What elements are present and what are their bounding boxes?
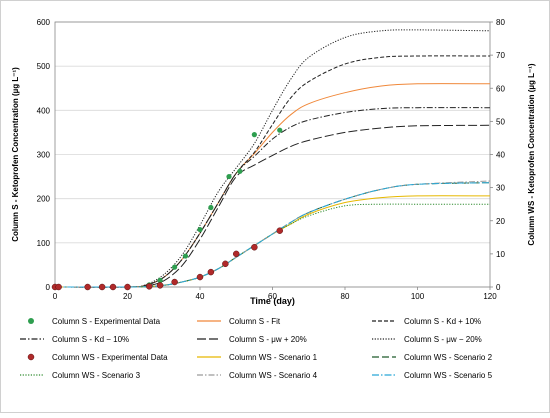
series-line-column-ws-scenario-2 — [54, 182, 491, 288]
data-point-column-s-experimental-data — [226, 173, 232, 180]
data-point-column-ws-experimental-data — [98, 283, 106, 291]
data-point-column-ws-experimental-data — [55, 283, 62, 291]
legend-label: Column WS - Scenario 5 — [404, 371, 493, 380]
data-point-column-s-experimental-data — [157, 277, 163, 283]
series-line-column-s-w-20 — [54, 124, 491, 288]
legend-swatch — [28, 318, 34, 324]
series-line-column-s-kd-10 — [54, 107, 491, 288]
data-markers — [51, 127, 283, 291]
y-left-tick-label: 100 — [37, 239, 51, 248]
data-point-column-s-experimental-data — [237, 168, 243, 174]
legend-label: Column S - μw + 20% — [229, 335, 307, 344]
series-line-column-s-kd-10 — [54, 55, 491, 288]
y-left-tick-label: 600 — [37, 18, 51, 27]
x-tick-label: 0 — [53, 292, 58, 301]
y-left-tick-label: 400 — [37, 106, 51, 115]
x-tick-label: 20 — [123, 292, 132, 301]
x-tick-label: 40 — [196, 292, 205, 301]
data-point-column-ws-experimental-data — [233, 250, 240, 258]
y-right-tick-label: 40 — [496, 151, 505, 160]
y-right-tick-label: 80 — [496, 18, 505, 27]
legend-label: Column WS - Experimental Data — [52, 353, 168, 362]
y-right-tick-label: 20 — [496, 217, 505, 226]
x-tick-label: 60 — [268, 292, 277, 301]
legend-label: Column WS - Scenario 1 — [229, 353, 318, 362]
series-lines — [54, 29, 491, 288]
legend-label: Column S - Kd + 10% — [404, 317, 481, 326]
data-point-column-ws-experimental-data — [196, 273, 204, 281]
legend-label: Column S - μw − 20% — [404, 335, 482, 344]
data-point-column-ws-experimental-data — [146, 283, 153, 290]
data-point-column-s-experimental-data — [251, 132, 257, 138]
y-left-tick-label: 300 — [37, 151, 51, 160]
data-point-column-ws-experimental-data — [207, 268, 215, 276]
legend-label: Column S - Experimental Data — [52, 317, 161, 326]
data-point-column-ws-experimental-data — [222, 260, 229, 268]
x-tick-label: 80 — [341, 292, 350, 301]
data-point-column-ws-experimental-data — [84, 283, 91, 291]
legend-label: Column S - Kd − 10% — [52, 335, 129, 344]
y-left-tick-label: 0 — [46, 283, 51, 292]
y-axis-left-label: Column S - Ketoprofen Concentration (µg … — [11, 67, 20, 242]
legend-label: Column WS - Scenario 4 — [229, 371, 318, 380]
y-right-tick-label: 60 — [496, 84, 505, 93]
x-axis-label: Time (day) — [250, 296, 295, 306]
data-point-column-ws-experimental-data — [251, 244, 258, 251]
data-point-column-ws-experimental-data — [156, 282, 164, 289]
series-line-column-s-w-20 — [54, 29, 491, 288]
data-point-column-s-experimental-data — [208, 204, 214, 211]
y-right-tick-label: 30 — [496, 184, 505, 193]
legend-label: Column WS - Scenario 2 — [404, 353, 493, 362]
data-point-column-ws-experimental-data — [124, 283, 131, 291]
series-line-column-ws-scenario-4 — [54, 180, 491, 288]
x-tick-label: 120 — [483, 292, 497, 301]
legend-swatch — [27, 353, 35, 361]
y-right-tick-label: 70 — [496, 51, 505, 60]
y-left-tick-label: 500 — [37, 62, 51, 71]
data-point-column-ws-experimental-data — [276, 227, 283, 234]
legend-label: Column WS - Scenario 3 — [52, 371, 141, 380]
y-right-tick-label: 0 — [496, 283, 501, 292]
data-point-column-s-experimental-data — [182, 253, 189, 259]
data-point-column-ws-experimental-data — [171, 278, 178, 286]
y-right-tick-label: 50 — [496, 117, 505, 126]
data-point-column-s-experimental-data — [277, 127, 283, 133]
data-point-column-s-experimental-data — [197, 226, 203, 233]
legend: Column S - Experimental Data Column S - F… — [20, 317, 493, 380]
legend-label: Column S - Fit — [229, 317, 281, 326]
data-point-column-ws-experimental-data — [109, 283, 117, 291]
y-right-tick-label: 10 — [496, 250, 505, 259]
y-axis-right-label: Column WS - Ketoprofen Concentration (µg… — [527, 63, 536, 245]
data-point-column-s-experimental-data — [172, 264, 178, 270]
y-left-tick-label: 200 — [37, 195, 51, 204]
x-tick-label: 100 — [411, 292, 425, 301]
